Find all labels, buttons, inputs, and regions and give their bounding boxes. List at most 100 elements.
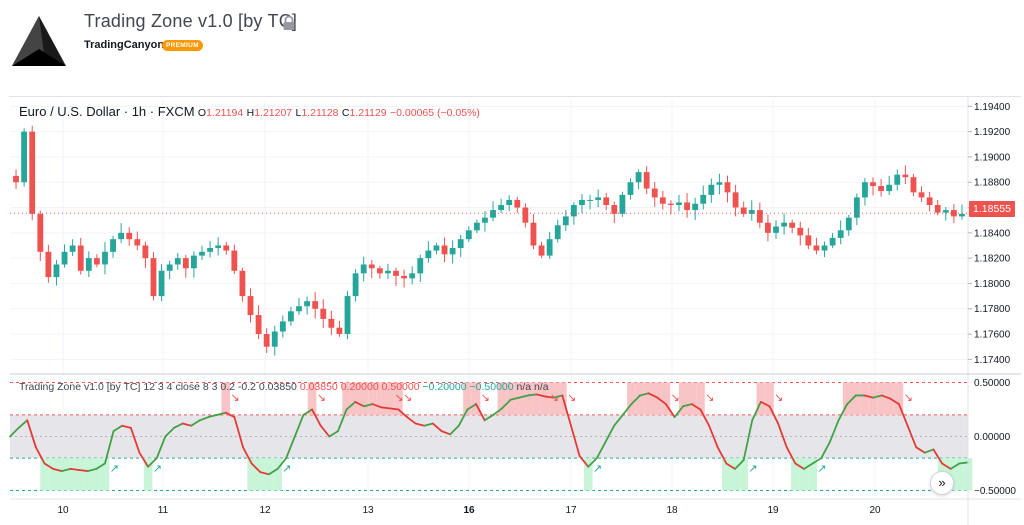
time-tick-label: 17 bbox=[565, 505, 577, 516]
oscillator-segment bbox=[311, 408, 322, 427]
candle-body bbox=[853, 197, 860, 218]
oscillator-segment bbox=[216, 411, 227, 416]
oscillator-segment bbox=[570, 424, 581, 457]
candle-body bbox=[368, 264, 375, 269]
oscillator-segment bbox=[250, 462, 262, 474]
oscillator-segment bbox=[388, 407, 400, 411]
author-link[interactable]: TradingCanyon bbox=[84, 39, 165, 51]
candle-body bbox=[748, 210, 755, 214]
overbought-zone bbox=[868, 382, 878, 415]
oscillator-segment bbox=[898, 403, 909, 427]
candle-body bbox=[902, 174, 909, 178]
candle-body bbox=[247, 296, 254, 316]
oscillator-segment bbox=[708, 424, 719, 449]
sell-arrow-icon: ↘ bbox=[904, 392, 913, 404]
candle-body bbox=[279, 321, 286, 332]
candle-body bbox=[223, 245, 230, 251]
indicator-value-6: −0.50000 bbox=[469, 381, 514, 393]
candle-body bbox=[490, 210, 496, 218]
buy-arrow-icon: ↗ bbox=[817, 463, 826, 475]
high-label: H bbox=[246, 107, 255, 119]
oscillator-segment bbox=[293, 413, 305, 438]
candle-body bbox=[538, 245, 545, 256]
oscillator-segment bbox=[751, 401, 762, 422]
oscillator-segment bbox=[501, 398, 512, 410]
candle-body bbox=[635, 172, 642, 183]
candle-body bbox=[813, 245, 820, 251]
overbought-zone bbox=[514, 382, 524, 415]
oscillator-segment bbox=[466, 403, 477, 411]
oscillator-segment bbox=[768, 405, 780, 425]
premium-badge: PREMIUM bbox=[162, 40, 203, 51]
candle-body bbox=[651, 188, 658, 198]
candle-body bbox=[166, 264, 173, 271]
candle-body bbox=[126, 232, 133, 240]
indicator-name[interactable]: Trading Zone v1.0 [by TC] bbox=[19, 381, 141, 393]
candle-body bbox=[288, 311, 294, 322]
sell-arrow-icon: ↘ bbox=[394, 392, 403, 404]
candle-body bbox=[676, 202, 682, 206]
candle-body bbox=[134, 239, 141, 246]
oscillator-segment bbox=[647, 392, 659, 399]
candle-body bbox=[619, 194, 626, 214]
osc-tick-label: −0.50000 bbox=[974, 486, 1016, 497]
overbought-zone bbox=[394, 382, 403, 415]
overbought-zone bbox=[635, 382, 645, 415]
oscillator-segment bbox=[328, 430, 339, 438]
oscillator-segment bbox=[9, 426, 20, 438]
candle-body bbox=[215, 245, 222, 249]
candle-body bbox=[934, 205, 941, 213]
oscillator-segment bbox=[613, 413, 624, 427]
osc-tick-label: 0.50000 bbox=[974, 378, 1011, 389]
oscillator-segment bbox=[207, 413, 219, 418]
oscillator-segment bbox=[371, 403, 383, 409]
oscillator-segment bbox=[224, 411, 236, 418]
sell-arrow-icon: ↘ bbox=[403, 392, 412, 404]
overbought-zone bbox=[661, 382, 671, 415]
tradingcanyon-logo-icon bbox=[12, 16, 66, 66]
overbought-zone bbox=[842, 382, 852, 415]
oscillator-segment bbox=[682, 403, 693, 408]
indicator-value-5: −0.20000 bbox=[422, 381, 467, 393]
oscillator-segment bbox=[198, 416, 210, 422]
oscillator-segment bbox=[129, 426, 141, 454]
candle-body bbox=[910, 177, 917, 193]
oscillator-segment bbox=[354, 401, 365, 408]
buy-arrow-icon: ↗ bbox=[748, 463, 757, 475]
candle-body bbox=[765, 222, 771, 233]
overbought-zone bbox=[644, 382, 653, 415]
scroll-to-realtime-button[interactable]: » bbox=[930, 471, 954, 495]
indicator-legend: Trading Zone v1.0 [by TC] 12 3 4 close 8… bbox=[19, 381, 549, 393]
sell-arrow-icon: ↘ bbox=[774, 392, 783, 404]
candle-body bbox=[595, 197, 602, 200]
sell-arrow-icon: ↘ bbox=[230, 392, 239, 404]
oscillator-segment bbox=[863, 394, 874, 399]
candle-body bbox=[587, 199, 593, 201]
symbol-label[interactable]: Euro / U.S. Dollar · 1h · FXCM bbox=[19, 104, 195, 119]
indicator-value-7: n/a bbox=[516, 381, 532, 393]
candle-body bbox=[926, 197, 933, 206]
overbought-zone bbox=[877, 382, 887, 415]
oscillator-segment bbox=[380, 406, 391, 410]
close-value: 1.21129 bbox=[349, 107, 387, 119]
low-value: 1.21128 bbox=[301, 107, 339, 119]
candle-body bbox=[950, 210, 957, 217]
candle-body bbox=[93, 258, 100, 265]
oscillator-segment bbox=[181, 422, 193, 427]
oversold-zone bbox=[722, 458, 731, 491]
price-tick-label: 1.19400 bbox=[974, 102, 1011, 113]
chart-area[interactable] bbox=[9, 96, 1021, 523]
oscillator-segment bbox=[78, 469, 89, 472]
candle-body bbox=[190, 255, 197, 269]
oscillator-segment bbox=[656, 396, 667, 405]
main-legend: Euro / U.S. Dollar · 1h · FXCM O1.21194 … bbox=[19, 104, 480, 119]
candle-body bbox=[554, 225, 561, 240]
oscillator-segment bbox=[923, 448, 935, 454]
oscillator-segment bbox=[259, 471, 270, 476]
candle-body bbox=[546, 239, 553, 256]
candle-body bbox=[207, 248, 213, 252]
candle-body bbox=[708, 184, 715, 195]
open-label: O bbox=[197, 107, 207, 119]
change-value: −0.00065 (−0.05%) bbox=[390, 107, 480, 119]
